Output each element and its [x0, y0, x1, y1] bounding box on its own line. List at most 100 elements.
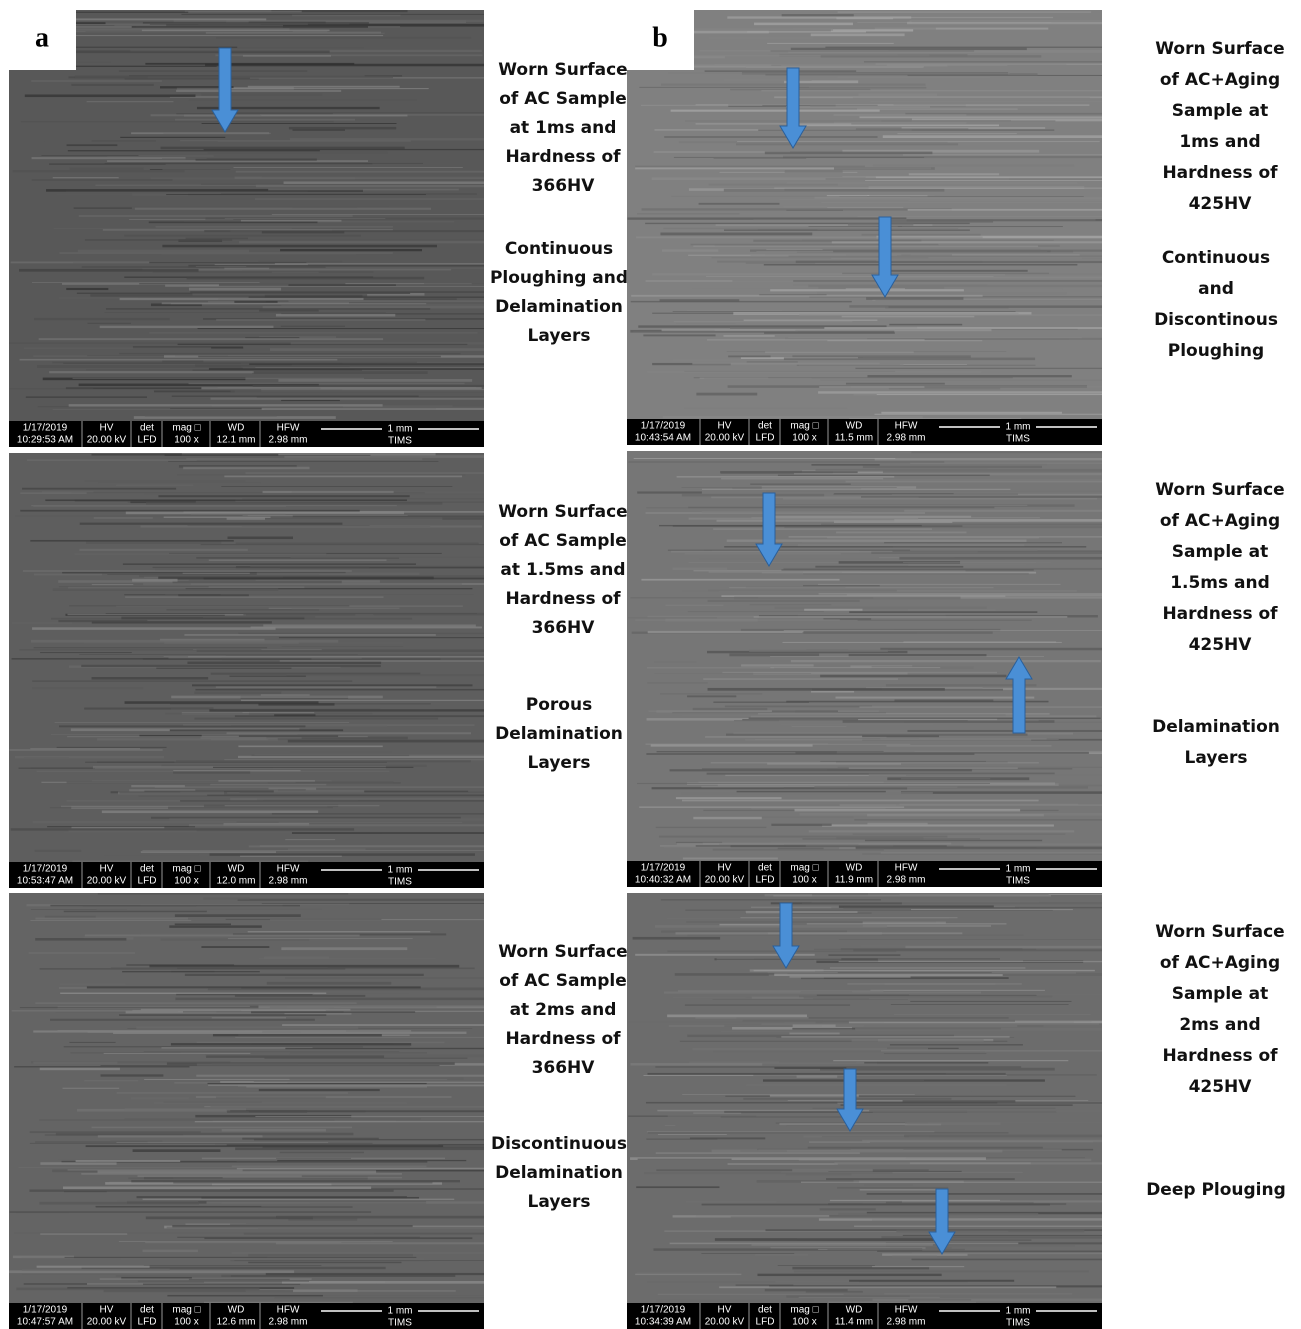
caption-line: Sample at — [1172, 101, 1268, 121]
wear-streak — [34, 574, 102, 576]
wear-streak — [266, 1273, 484, 1275]
page: {"info_headers":{"hv":"HV","det":"det","… — [0, 0, 1301, 1329]
wear-streak — [104, 1290, 293, 1292]
scale-label: 1 mm — [1006, 422, 1031, 433]
wear-streak — [187, 277, 425, 280]
wear-streak — [637, 783, 990, 784]
info-value: 12.6 mm — [217, 1317, 256, 1328]
wear-streak — [125, 596, 383, 597]
sem-image: 1/17/201910:43:54 AMHV20.00 kVdetLFDmag … — [627, 10, 1102, 445]
info-value: 100 x — [792, 875, 816, 886]
wear-streak — [721, 1116, 845, 1117]
wear-streak — [757, 1274, 941, 1276]
wear-streak — [206, 1201, 484, 1203]
caption-line: at 2ms and — [510, 1000, 617, 1020]
wear-streak — [281, 326, 345, 327]
caption-line: Hardness of — [1162, 604, 1278, 624]
caption-line: Sample at — [1172, 542, 1268, 562]
wear-streak — [808, 285, 1102, 288]
wear-streak — [655, 925, 887, 928]
wear-streak — [12, 170, 184, 172]
wear-streak — [855, 1028, 1102, 1031]
wear-streak — [636, 236, 982, 238]
wear-streak — [23, 570, 352, 572]
wear-streak — [258, 261, 342, 262]
info-header: HV — [100, 1305, 114, 1316]
wear-streak — [209, 853, 474, 855]
wear-streak — [751, 255, 898, 256]
caption-line: at 1.5ms and — [500, 560, 625, 580]
wear-streak — [774, 1067, 846, 1069]
info-time: 10:40:32 AM — [635, 875, 691, 886]
wear-streak — [682, 487, 897, 488]
wear-streak — [33, 821, 237, 823]
wear-streak — [198, 328, 484, 329]
info-header: det — [758, 421, 772, 432]
wear-streak — [248, 86, 400, 88]
wear-streak — [196, 1075, 484, 1077]
wear-streak — [290, 1036, 484, 1037]
wear-streak — [740, 917, 957, 918]
wear-streak — [119, 71, 307, 72]
wear-streak — [702, 511, 852, 513]
wear-streak — [236, 543, 479, 544]
wear-streak — [53, 177, 119, 178]
wear-streak — [704, 378, 811, 381]
wear-streak — [888, 220, 993, 223]
wear-streak — [633, 937, 721, 940]
wear-streak — [707, 339, 925, 341]
wear-streak — [288, 740, 484, 743]
wear-streak — [279, 822, 463, 823]
wear-streak — [831, 29, 913, 31]
wear-streak — [910, 1001, 1071, 1002]
wear-streak — [797, 1075, 838, 1078]
wear-streak — [24, 347, 211, 349]
wear-streak — [867, 814, 1044, 816]
sem-image: 1/17/201910:53:47 AMHV20.00 kVdetLFDmag … — [9, 453, 484, 888]
wear-streak — [131, 785, 185, 787]
wear-streak — [239, 735, 338, 737]
wear-streak — [248, 931, 431, 932]
wear-streak — [904, 510, 1102, 512]
wear-streak — [702, 1204, 1050, 1206]
wear-streak — [137, 1175, 301, 1177]
wear-streak — [910, 1162, 1031, 1164]
wear-streak — [69, 167, 143, 169]
wear-streak — [830, 1200, 1000, 1201]
wear-streak — [791, 660, 1101, 662]
wear-streak — [289, 300, 484, 302]
wear-streak — [74, 553, 326, 555]
wear-streak — [257, 397, 484, 398]
wear-streak — [166, 164, 473, 167]
wear-streak — [285, 1048, 484, 1049]
wear-streak — [889, 324, 962, 326]
wear-streak — [874, 414, 1102, 415]
wear-streak — [672, 997, 745, 998]
info-header: det — [140, 423, 154, 434]
wear-streak — [268, 189, 459, 191]
wear-streak — [243, 613, 484, 615]
wear-streak — [843, 907, 1102, 908]
lab-name: TIMS — [388, 1318, 412, 1329]
wear-streak — [183, 1012, 344, 1013]
wear-streak — [208, 1083, 427, 1084]
wear-streak — [116, 485, 193, 486]
wear-streak — [873, 1111, 1056, 1113]
wear-streak — [54, 228, 292, 229]
wear-streak — [730, 89, 870, 90]
wear-streak — [31, 80, 162, 82]
wear-streak — [40, 968, 346, 969]
wear-streak — [907, 730, 1102, 732]
wear-streak — [842, 37, 1052, 38]
note-line: Discontinous — [1154, 310, 1278, 330]
wear-streak — [212, 1017, 286, 1018]
note-line: Continuous — [1162, 248, 1270, 268]
wear-streak — [162, 158, 207, 159]
wear-streak — [169, 925, 262, 927]
wear-streak — [839, 961, 1102, 962]
wear-streak — [693, 708, 768, 710]
wear-streak — [750, 605, 832, 606]
wear-streak — [86, 1145, 443, 1147]
wear-streak — [226, 654, 484, 656]
wear-streak — [191, 514, 286, 515]
